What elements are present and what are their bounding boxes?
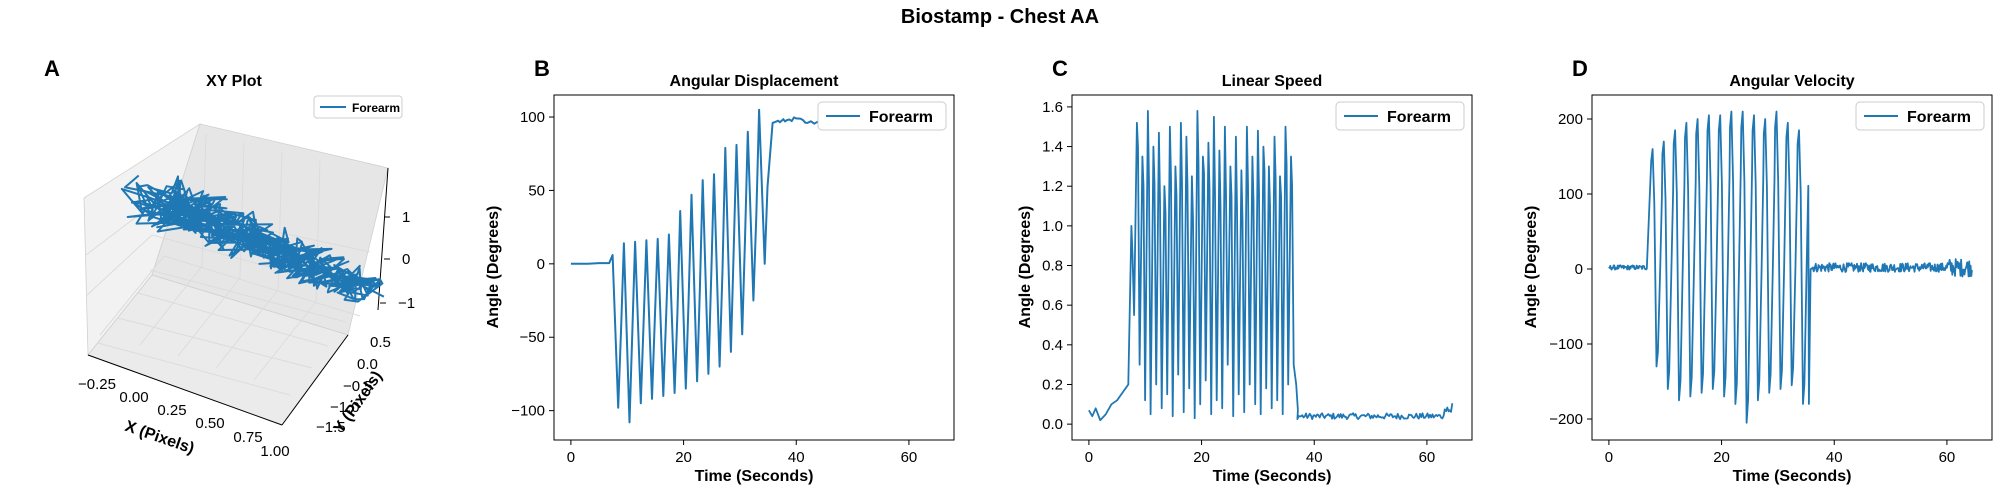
x-tick-label: 60 bbox=[901, 449, 918, 466]
panel-d-legend: Forearm bbox=[1855, 101, 1985, 131]
panel-c-linear-speed: C Linear Speed 0 20 40 60 0.0 0.2 0.4 0.6 0.8 1.… bbox=[1017, 56, 1473, 485]
panel-c-frame bbox=[1071, 94, 1473, 441]
panel-a-y-tick-label: −0.5 bbox=[343, 378, 373, 395]
panel-letter-c: C bbox=[1052, 56, 1068, 81]
panel-a-x-tick-label: 0.50 bbox=[195, 415, 224, 432]
panel-a-grid bbox=[85, 133, 371, 396]
panel-d-title: Angular Velocity bbox=[1729, 73, 1854, 90]
panel-a-y-tick-label: 0.5 bbox=[370, 334, 391, 351]
panel-b-angular-displacement: B Angular Displacement 0 20 40 60 −100 −50 0 5… bbox=[485, 56, 955, 485]
panel-letter-d: D bbox=[1572, 56, 1588, 81]
panel-b-series-forearm bbox=[570, 108, 932, 424]
y-tick-label: −50 bbox=[520, 329, 545, 346]
y-tick-label: 0.2 bbox=[1042, 376, 1063, 393]
panel-a-y-axis bbox=[281, 334, 349, 426]
panel-letter-a: A bbox=[44, 56, 60, 81]
panel-d-x-label: Time (Seconds) bbox=[1733, 468, 1852, 485]
panel-a-x-tick-label: −0.25 bbox=[78, 376, 116, 393]
y-tick-label: −200 bbox=[1549, 411, 1583, 428]
x-tick-label: 20 bbox=[1713, 449, 1730, 466]
panel-b-y-label: Angle (Degrees) bbox=[485, 206, 502, 329]
panel-d-frame bbox=[1591, 94, 1993, 441]
x-tick-label: 0 bbox=[567, 449, 575, 466]
panel-d-y-label: Angle (Degrees) bbox=[1523, 206, 1540, 329]
panel-a-x-axis bbox=[87, 354, 283, 426]
x-tick-label: 60 bbox=[1939, 449, 1956, 466]
panel-a-y-tick-label: −1.0 bbox=[330, 399, 360, 416]
figure-title: Biostamp - Chest AA bbox=[900, 6, 1100, 28]
y-tick-label: 0.0 bbox=[1042, 416, 1063, 433]
panel-a-z-tick-label: 1 bbox=[402, 209, 410, 226]
y-tick-label: 50 bbox=[528, 182, 545, 199]
x-tick-label: 0 bbox=[1085, 449, 1093, 466]
panel-a-x-tick-label: 0.25 bbox=[157, 402, 186, 419]
panel-b-legend: Forearm bbox=[817, 101, 947, 131]
y-tick-label: 0.8 bbox=[1042, 258, 1063, 275]
panel-a-title: XY Plot bbox=[206, 73, 262, 90]
panel-b-title: Angular Displacement bbox=[670, 73, 840, 90]
panel-a-series-forearm bbox=[120, 174, 385, 303]
y-tick-label: 1.2 bbox=[1042, 178, 1063, 195]
panel-c-y-ticks: 0.0 0.2 0.4 0.6 0.8 1.0 1.2 1.4 1.6 bbox=[1042, 99, 1072, 433]
panel-a-3d-plot: A XY Plot −0.250.000.250.500.751.00 −1.5… bbox=[44, 56, 415, 460]
panel-a-x-ticks: −0.250.00 0.25 0.50 0.751.00 bbox=[78, 376, 290, 460]
y-tick-label: 100 bbox=[520, 109, 545, 126]
panel-a-z-tick-label: 0 bbox=[402, 251, 410, 268]
y-tick-label: 1.0 bbox=[1042, 218, 1063, 235]
panel-d-x-ticks: 0 20 40 60 bbox=[1605, 440, 1956, 466]
panel-a-legend: Forearm bbox=[313, 95, 403, 119]
panel-c-legend: Forearm bbox=[1335, 101, 1465, 131]
panel-d-legend-label: Forearm bbox=[1907, 109, 1971, 126]
panel-letter-b: B bbox=[534, 56, 550, 81]
x-tick-label: 40 bbox=[788, 449, 805, 466]
y-tick-label: 0.4 bbox=[1042, 337, 1063, 354]
panel-b-x-ticks: 0 20 40 60 bbox=[567, 440, 918, 466]
panel-c-legend-label: Forearm bbox=[1387, 109, 1451, 126]
panel-a-y-tick-label: −1.5 bbox=[316, 419, 346, 436]
x-tick-label: 20 bbox=[675, 449, 692, 466]
y-tick-label: 200 bbox=[1558, 111, 1583, 128]
y-tick-label: 0 bbox=[1575, 261, 1583, 278]
panel-c-y-label: Angle (Degrees) bbox=[1017, 206, 1034, 329]
x-tick-label: 40 bbox=[1826, 449, 1843, 466]
y-tick-label: 100 bbox=[1558, 186, 1583, 203]
y-tick-label: 0 bbox=[537, 256, 545, 273]
x-tick-label: 60 bbox=[1419, 449, 1436, 466]
x-tick-label: 20 bbox=[1193, 449, 1210, 466]
panel-a-x-tick-label: 0.00 bbox=[119, 389, 148, 406]
y-tick-label: −100 bbox=[511, 403, 545, 420]
panel-b-y-ticks: −100 −50 0 50 100 bbox=[511, 109, 554, 420]
panel-a-x-tick-label: 0.75 bbox=[233, 429, 262, 446]
x-tick-label: 40 bbox=[1306, 449, 1323, 466]
panel-a-z-tick-label: −1 bbox=[398, 295, 415, 312]
x-tick-label: 0 bbox=[1605, 449, 1613, 466]
panel-b-frame bbox=[553, 94, 955, 441]
panel-d-angular-velocity: D Angular Velocity 0 20 40 60 −200 −100 0 100 2… bbox=[1523, 56, 1993, 485]
panel-d-y-ticks: −200 −100 0 100 200 bbox=[1549, 111, 1592, 428]
panel-a-x-tick-label: 1.00 bbox=[260, 443, 289, 460]
panel-d-series-forearm bbox=[1608, 110, 1973, 424]
panel-c-x-label: Time (Seconds) bbox=[1213, 468, 1332, 485]
panel-a-x-label: X (Pixels) bbox=[123, 418, 197, 458]
y-tick-label: −100 bbox=[1549, 336, 1583, 353]
y-tick-label: 1.4 bbox=[1042, 139, 1063, 156]
panel-a-y-tick-label: 0.0 bbox=[357, 356, 378, 373]
panel-b-legend-label: Forearm bbox=[869, 109, 933, 126]
y-tick-label: 1.6 bbox=[1042, 99, 1063, 116]
panel-a-legend-label: Forearm bbox=[352, 101, 400, 115]
panel-a-z-ticks: 1 0 −1 bbox=[380, 209, 415, 312]
panel-a-y-ticks: −1.5 −1.0 −0.5 0.0 0.5 bbox=[316, 334, 391, 436]
y-tick-label: 0.6 bbox=[1042, 297, 1063, 314]
panel-b-x-label: Time (Seconds) bbox=[695, 468, 814, 485]
panel-c-x-ticks: 0 20 40 60 bbox=[1085, 440, 1436, 466]
panel-c-title: Linear Speed bbox=[1222, 73, 1322, 90]
panel-c-series-forearm bbox=[1088, 110, 1454, 422]
